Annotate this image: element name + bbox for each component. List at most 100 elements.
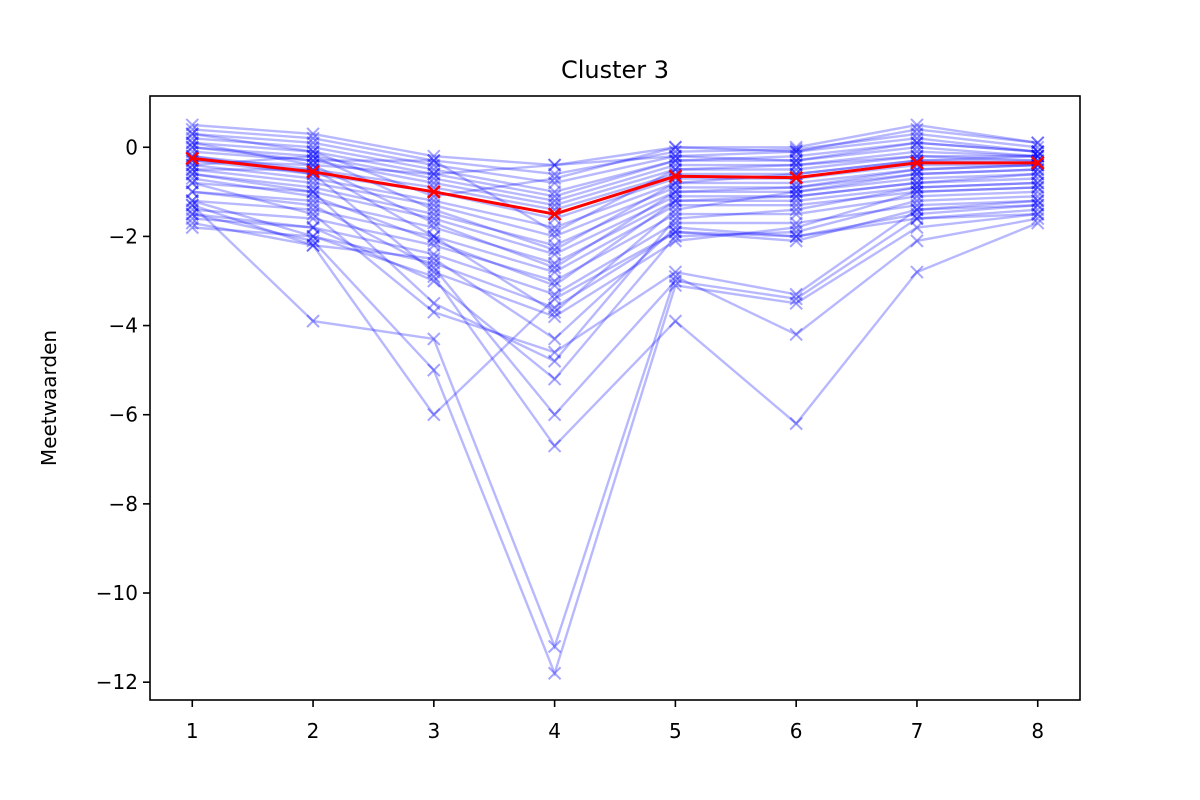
x-tick-label: 8 (1031, 719, 1044, 743)
member-marker (306, 207, 320, 221)
member-marker (185, 162, 199, 177)
member-line (192, 159, 1038, 220)
member-marker (668, 234, 683, 248)
member-marker (910, 158, 924, 172)
member-marker (547, 238, 562, 253)
member-marker (668, 216, 683, 230)
member-marker (1031, 158, 1045, 172)
member-line (192, 172, 1038, 247)
y-tick-label: −8 (109, 492, 138, 516)
member-marker (789, 229, 803, 244)
member-marker (185, 140, 199, 154)
member-marker (547, 287, 562, 302)
member-marker (306, 198, 320, 212)
member-marker (306, 136, 320, 150)
member-marker (1031, 207, 1045, 221)
member-marker (1031, 176, 1045, 190)
mean-line-group (185, 151, 1045, 222)
member-marker (668, 185, 683, 199)
member-marker (185, 136, 199, 150)
member-marker (427, 269, 441, 284)
member-marker (910, 194, 924, 208)
x-tick-label: 3 (427, 719, 440, 743)
member-line (192, 172, 1038, 363)
member-marker (668, 278, 683, 293)
member-marker (306, 127, 320, 141)
member-marker (185, 122, 199, 137)
member-series (185, 198, 1045, 654)
x-tick-label: 5 (669, 719, 682, 743)
member-marker (1031, 211, 1045, 226)
member-marker (547, 176, 562, 190)
member-marker (789, 220, 803, 235)
member-marker (306, 238, 320, 253)
x-axis: 1 2 3 4 5 6 7 8 (186, 700, 1044, 743)
member-line (192, 146, 1038, 234)
member-line (192, 190, 1038, 283)
x-tick-label: 6 (790, 719, 803, 743)
member-line (191, 181, 1038, 354)
member-marker (789, 225, 803, 239)
member-marker (789, 145, 803, 159)
member-marker (306, 229, 320, 244)
member-marker (668, 180, 683, 195)
member-marker (789, 202, 803, 217)
y-axis-label: Meetwaarden (37, 330, 61, 466)
member-marker (306, 145, 320, 159)
member-marker (547, 260, 562, 275)
member-marker (789, 145, 803, 159)
member-marker (547, 220, 562, 235)
member-marker (547, 158, 562, 172)
member-line (192, 128, 1038, 198)
member-marker (910, 234, 924, 248)
member-line (192, 163, 1038, 229)
member-marker (668, 194, 683, 208)
member-series (185, 171, 1045, 261)
member-series (185, 140, 1045, 208)
member-marker (910, 167, 924, 181)
member-marker (910, 167, 924, 181)
member-marker (427, 234, 441, 248)
y-tick-label: 0 (125, 135, 138, 159)
member-marker (668, 185, 683, 199)
member-series (185, 194, 1045, 453)
member-marker (427, 149, 441, 163)
member-series (185, 176, 1045, 360)
member-series (185, 198, 1045, 346)
member-series (185, 180, 1045, 279)
member-marker (910, 145, 924, 159)
member-marker (427, 363, 441, 377)
member-marker (910, 207, 924, 221)
member-marker (427, 167, 441, 181)
member-marker (427, 229, 441, 244)
y-tick-label: −12 (96, 670, 138, 694)
member-marker (1031, 145, 1045, 159)
member-marker (427, 211, 441, 226)
member-marker (306, 149, 320, 163)
member-marker (427, 305, 441, 319)
member-marker (547, 305, 562, 319)
member-marker (427, 251, 441, 266)
member-line (192, 212, 1038, 310)
member-marker (668, 211, 683, 226)
member-marker (789, 216, 803, 230)
member-marker (547, 345, 562, 360)
member-marker (1031, 145, 1045, 159)
member-line (192, 154, 1038, 252)
member-marker (668, 153, 683, 168)
member-series (185, 162, 1045, 319)
mean-marker (547, 207, 562, 222)
member-marker (789, 292, 803, 306)
member-series (185, 122, 1045, 204)
chart-title: Cluster 3 (561, 56, 669, 84)
member-marker (910, 202, 924, 217)
member-marker (547, 243, 562, 257)
member-marker (185, 185, 199, 199)
member-marker (910, 198, 924, 212)
member-line (192, 168, 1038, 314)
member-marker (789, 327, 803, 342)
member-marker (185, 153, 199, 168)
member-marker (910, 220, 924, 235)
y-axis: 0 −2 −4 −6 −8 −10 −12 (96, 135, 150, 694)
member-marker (668, 220, 683, 235)
